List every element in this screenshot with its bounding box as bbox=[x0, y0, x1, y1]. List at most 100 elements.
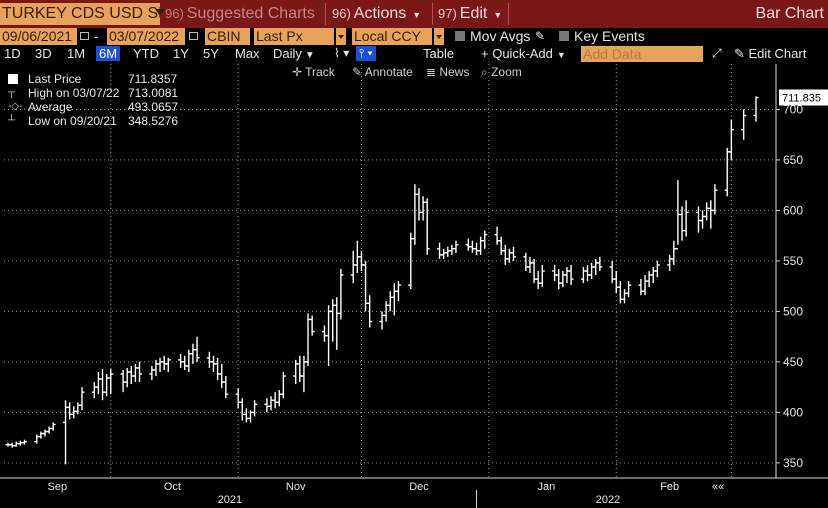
ohlc-bar bbox=[654, 260, 660, 278]
zoom-tool[interactable]: ⌕ Zoom bbox=[481, 64, 522, 80]
track-tool[interactable]: ✛ Track bbox=[292, 64, 335, 80]
ohlc-bar bbox=[412, 184, 418, 245]
ohlc-bar bbox=[437, 242, 443, 259]
ohlc-bar bbox=[379, 311, 385, 330]
security-ticker-field[interactable]: TURKEY CDS USD SR bbox=[0, 3, 160, 25]
ohlc-bar bbox=[728, 119, 734, 160]
calendar-icon[interactable] bbox=[189, 32, 198, 40]
ohlc-bar bbox=[584, 264, 590, 282]
annotate-icon: ✎ bbox=[352, 65, 365, 79]
edit-chart-button[interactable]: ✎ Edit Chart bbox=[734, 46, 806, 61]
ohlc-bar bbox=[79, 387, 85, 411]
y-tick-label: 350 bbox=[783, 456, 803, 470]
key-events-label[interactable]: Key Events bbox=[574, 28, 645, 44]
x-tick-label: Sep bbox=[48, 481, 68, 493]
mov-avgs-checkbox[interactable] bbox=[455, 31, 465, 41]
quick-add-button[interactable]: + Quick-Add ▼ bbox=[481, 46, 566, 61]
line-chart-type-icon[interactable]: ⌇ ▾ bbox=[334, 46, 350, 60]
legend-square-icon bbox=[8, 74, 18, 84]
last-value-label: 711.835 bbox=[782, 92, 821, 104]
end-date-field[interactable]: 03/07/2022 bbox=[107, 28, 185, 45]
ohlc-bar bbox=[186, 349, 192, 372]
period-5y[interactable]: 5Y bbox=[203, 46, 219, 61]
expand-icon[interactable]: ⤢ bbox=[712, 46, 722, 60]
field-dropdown-icon[interactable] bbox=[336, 28, 346, 45]
suggested-charts-menu[interactable]: 96) Suggested Charts bbox=[165, 2, 315, 26]
period-ytd[interactable]: YTD bbox=[133, 46, 159, 61]
zoom-label: Zoom bbox=[491, 65, 522, 79]
ohlc-bar bbox=[124, 367, 130, 388]
ticker-dropdown-icon[interactable] bbox=[155, 9, 165, 16]
ohlc-bar bbox=[268, 396, 274, 411]
period-1d[interactable]: 1D bbox=[4, 46, 21, 61]
ohlc-bar bbox=[280, 371, 286, 399]
period-max[interactable]: Max bbox=[235, 46, 260, 61]
y-tick-label: 600 bbox=[783, 203, 803, 217]
y-tick-label: 650 bbox=[783, 153, 803, 167]
legend-row-high: ┬ High on 03/07/22 713.0081 bbox=[4, 86, 180, 100]
ohlc-bar bbox=[272, 392, 278, 409]
pencil-icon[interactable]: ✎ bbox=[535, 29, 546, 43]
key-events-checkbox[interactable] bbox=[559, 31, 569, 41]
source-field[interactable]: CBIN bbox=[205, 28, 250, 45]
start-date-field[interactable]: 09/06/2021 bbox=[0, 28, 77, 45]
actions-menu[interactable]: 96) Actions ▼ bbox=[332, 2, 421, 26]
ohlc-bar bbox=[108, 368, 114, 395]
ohlc-bar bbox=[420, 196, 426, 221]
edit-menu[interactable]: 97) Edit ▼ bbox=[438, 2, 502, 26]
period-3d[interactable]: 3D bbox=[35, 46, 52, 61]
mov-avgs-label[interactable]: Mov Avgs bbox=[470, 28, 531, 44]
ohlc-bar bbox=[552, 264, 558, 282]
ohlc-bar bbox=[149, 365, 155, 381]
legend-average-value: 493.0657 bbox=[128, 100, 179, 114]
ohlc-bar bbox=[95, 371, 101, 395]
legend-row-average: -◇- Average 493.0657 bbox=[4, 100, 180, 114]
price-chart[interactable]: 350 400 450 500 550 600 650 700 Sep Oct Nov Dec Jan F… bbox=[0, 60, 828, 508]
ohlc-bar bbox=[21, 439, 27, 445]
x-tick-label: Dec bbox=[409, 481, 429, 493]
edit-num: 97) bbox=[438, 6, 457, 21]
ohlc-bar bbox=[305, 313, 311, 366]
calendar-icon[interactable] bbox=[80, 32, 89, 40]
table-button[interactable]: Table bbox=[423, 46, 455, 61]
period-1m[interactable]: 1M bbox=[67, 46, 86, 61]
ohlc-bar bbox=[683, 200, 689, 237]
ohlc-bar bbox=[593, 258, 599, 276]
legend: Last Price 711.8357 ┬ High on 03/07/22 7… bbox=[4, 72, 180, 128]
ohlc-bar bbox=[215, 357, 221, 381]
ohlc-bar bbox=[326, 305, 332, 366]
legend-high-label: High on 03/07/22 bbox=[28, 86, 120, 100]
ohlc-bar bbox=[334, 297, 340, 350]
ohlc-bar bbox=[642, 275, 648, 296]
news-tool[interactable]: ≣ News bbox=[426, 64, 469, 80]
ohlc-bar bbox=[478, 236, 484, 255]
ohlc-bar bbox=[506, 248, 512, 263]
high-marker-icon: ┬ bbox=[8, 87, 16, 98]
ohlc-bar bbox=[252, 400, 258, 417]
y-tick-label: 700 bbox=[783, 102, 803, 116]
bar-chart-type-icon[interactable]: ⫯ ▾ bbox=[356, 46, 376, 61]
currency-selector[interactable]: Local CCY bbox=[352, 28, 432, 45]
frequency-selector[interactable]: Daily ▼ bbox=[273, 46, 315, 61]
frequency-label: Daily bbox=[273, 46, 302, 61]
field-selector[interactable]: Last Px bbox=[254, 28, 334, 45]
actions-label: Actions bbox=[353, 5, 407, 22]
period-6m[interactable]: 6M bbox=[96, 46, 121, 61]
ohlc-bar bbox=[223, 376, 229, 399]
legend-average-label: Average bbox=[28, 100, 73, 114]
ohlc-bar bbox=[38, 431, 44, 439]
period-1y[interactable]: 1Y bbox=[173, 46, 189, 61]
ohlc-bar bbox=[474, 242, 480, 255]
date-range-dash: - bbox=[94, 28, 99, 44]
ohlc-bar bbox=[104, 373, 110, 397]
annotate-tool[interactable]: ✎ Annotate bbox=[352, 64, 413, 80]
ohlc-bar bbox=[137, 361, 143, 383]
currency-dropdown-icon[interactable] bbox=[434, 28, 444, 45]
topbar-divider bbox=[325, 3, 326, 25]
add-data-input[interactable]: Add Data bbox=[581, 46, 703, 62]
legend-last-label: Last Price bbox=[28, 72, 82, 86]
quick-add-dropdown-icon: ▼ bbox=[556, 50, 566, 60]
ohlc-bar bbox=[712, 184, 718, 215]
track-label: Track bbox=[305, 65, 335, 79]
ohlc-bar bbox=[91, 382, 97, 399]
